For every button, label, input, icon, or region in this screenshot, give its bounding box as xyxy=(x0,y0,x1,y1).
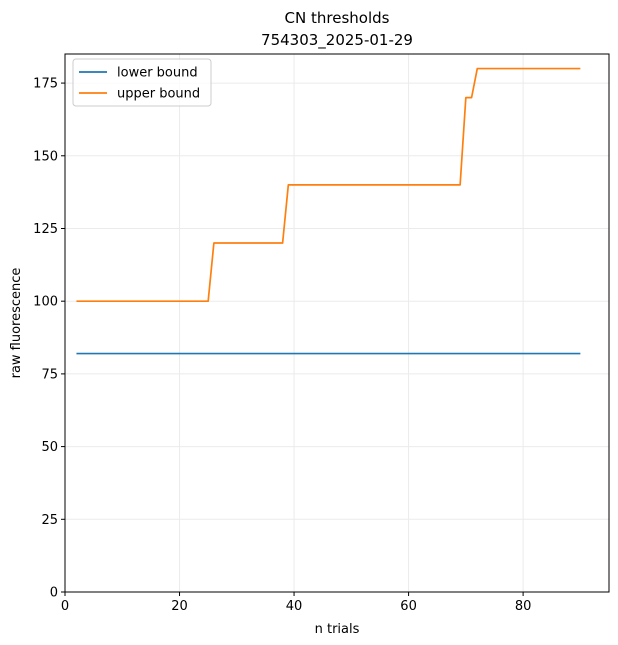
legend: lower bound upper bound xyxy=(72,58,212,107)
x-tick-label: 0 xyxy=(61,599,69,614)
series-line-upper-bound xyxy=(76,67,581,303)
legend-label: upper bound xyxy=(117,87,200,102)
x-tick-label: 20 xyxy=(171,599,188,614)
legend-box xyxy=(72,58,212,107)
y-tick-label: 50 xyxy=(41,440,58,455)
x-tick-label: 80 xyxy=(515,599,532,614)
x-axis: 0 20 40 60 80 xyxy=(61,592,532,614)
y-axis-label: raw fluorescence xyxy=(9,268,24,379)
chart-subtitle: 754303_2025-01-29 xyxy=(261,31,413,50)
y-tick-label: 75 xyxy=(41,367,58,382)
y-tick-label: 175 xyxy=(33,77,58,92)
legend-label: lower bound xyxy=(117,66,198,81)
y-tick-label: 25 xyxy=(41,513,58,528)
y-tick-label: 0 xyxy=(50,586,58,601)
chart-title: CN thresholds xyxy=(285,9,390,27)
x-tick-label: 60 xyxy=(400,599,417,614)
x-tick-label: 40 xyxy=(286,599,303,614)
y-tick-label: 125 xyxy=(33,222,58,237)
plot-area-frame xyxy=(64,53,610,593)
y-tick-label: 100 xyxy=(33,295,58,310)
y-axis: 0 25 50 75 100 125 150 175 xyxy=(33,77,65,601)
series-layer xyxy=(76,67,581,355)
grid-lines xyxy=(64,54,609,593)
y-tick-label: 150 xyxy=(33,149,58,164)
x-axis-label: n trials xyxy=(315,622,360,637)
